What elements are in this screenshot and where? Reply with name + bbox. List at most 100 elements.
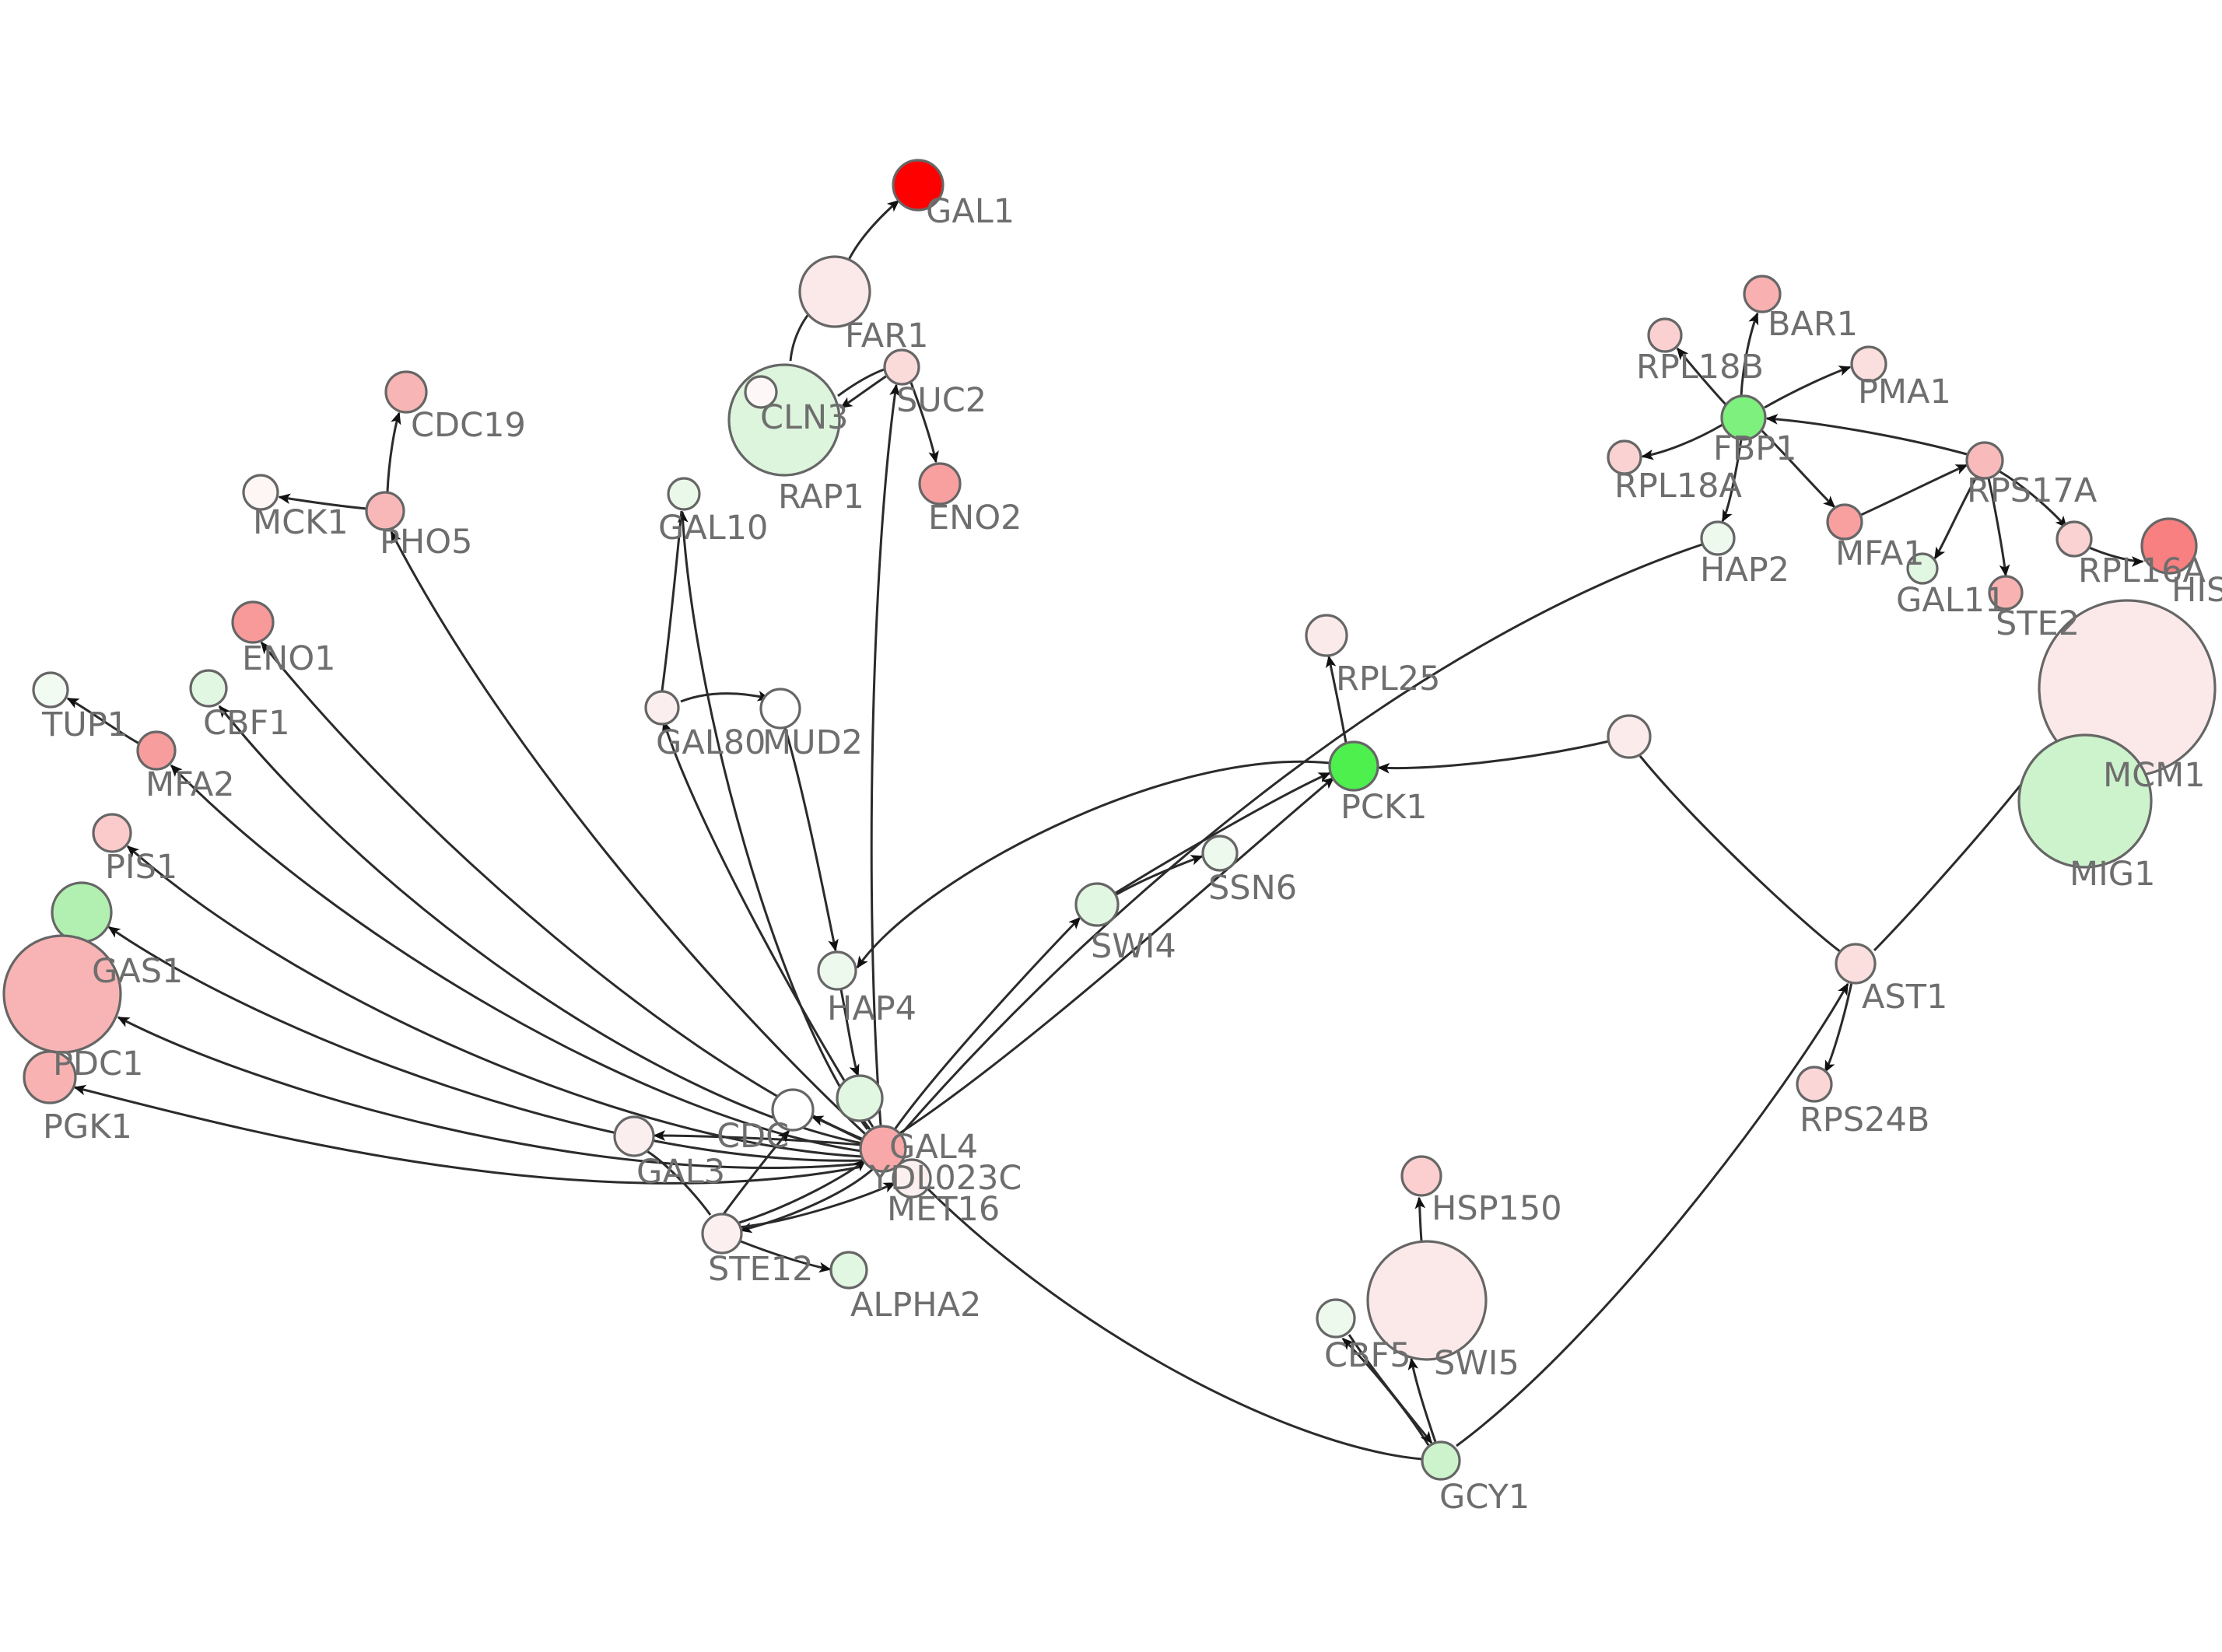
edge-mfa2-to-tup1 xyxy=(66,697,140,745)
gene-node-ssn6[interactable] xyxy=(1201,835,1239,872)
gene-node-bar1[interactable] xyxy=(1743,275,1782,313)
gene-node-mfa2[interactable] xyxy=(136,730,177,771)
gene-label-rpl18b: RPL18B xyxy=(1636,348,1764,387)
edge-hap2-to-gal4 xyxy=(901,543,1703,1133)
gene-label-cdc19: CDC19 xyxy=(411,406,526,445)
edge-fbp1-to-mfa1 xyxy=(1759,428,1836,509)
gene-label-gal3: GAL3 xyxy=(636,1153,725,1192)
gene-label-met16: MET16 xyxy=(887,1190,1000,1229)
edge-suc2-to-eno2 xyxy=(909,382,939,464)
gene-node-fbp1[interactable] xyxy=(1720,394,1767,441)
edge-gal80-to-mud2 xyxy=(680,691,770,703)
gene-node-node_unl1[interactable] xyxy=(1607,714,1652,759)
gene-node-swi4[interactable] xyxy=(1074,882,1120,927)
gene-node-ste2[interactable] xyxy=(1988,575,2024,611)
gene-node-gal80[interactable] xyxy=(644,690,680,726)
gene-node-cbf5[interactable] xyxy=(1316,1298,1356,1339)
edges-layer xyxy=(66,199,2144,1461)
gene-label-far1: FAR1 xyxy=(845,317,928,355)
edge-rps17a-to-rpl16a xyxy=(1999,470,2068,529)
nodes-layer[interactable] xyxy=(2,159,2217,1481)
gene-node-far1[interactable] xyxy=(798,255,871,328)
gene-node-rpl18b[interactable] xyxy=(1647,317,1683,353)
gene-node-cbf1[interactable] xyxy=(189,669,228,708)
gene-label-cbf5: CBF5 xyxy=(1324,1336,1411,1375)
gene-node-ast1[interactable] xyxy=(1835,943,1877,985)
edge-ste12-to-ydl023c xyxy=(738,1181,896,1229)
gene-node-gal3[interactable] xyxy=(613,1115,655,1157)
gene-node-his4[interactable] xyxy=(2140,517,2198,575)
gene-node-tup1[interactable] xyxy=(32,671,69,709)
gene-label-pgk1: PGK1 xyxy=(43,1108,132,1146)
edge-gal4-to-pgk1 xyxy=(73,1084,863,1185)
gene-node-gal1[interactable] xyxy=(892,159,945,212)
gene-node-swi5[interactable] xyxy=(1366,1240,1488,1361)
edge-node_unl1-to-pck1 xyxy=(1377,740,1610,774)
gene-label-cbf1: CBF1 xyxy=(203,704,290,743)
gene-node-rap1[interactable] xyxy=(744,375,778,409)
gene-node-eno1[interactable] xyxy=(231,600,275,644)
gene-node-mfa1[interactable] xyxy=(1826,503,1863,541)
edge-gal4-to-gcy1 xyxy=(897,1157,1423,1461)
gene-node-cdc39[interactable] xyxy=(771,1088,815,1132)
gene-label-cdc39: CDC xyxy=(717,1117,789,1156)
gene-node-pho5[interactable] xyxy=(365,491,405,531)
edge-gal4-to-suc2 xyxy=(870,383,900,1126)
edge-pck1-to-hap4 xyxy=(856,760,1330,969)
gene-node-gas1[interactable] xyxy=(51,881,113,943)
gene-node-ste12[interactable] xyxy=(701,1213,743,1255)
edge-rps17a-to-ste2 xyxy=(1987,478,2010,577)
gene-label-pho5: PHO5 xyxy=(380,523,472,562)
gene-node-mud2[interactable] xyxy=(759,688,801,730)
gene-node-gal11[interactable] xyxy=(1906,552,1939,585)
edge-fbp1-to-rpl18b xyxy=(1676,347,1727,406)
gene-node-mck1[interactable] xyxy=(242,474,279,511)
edge-gal4-to-pis1 xyxy=(126,845,863,1158)
gene-node-cdc19[interactable] xyxy=(384,370,428,414)
gene-node-gal4[interactable] xyxy=(859,1125,907,1173)
gene-label-ydl023c: YDL023C xyxy=(869,1159,1022,1198)
gene-label-bar1: BAR1 xyxy=(1768,305,1858,344)
edge-gal4-to-gal80 xyxy=(661,720,874,1128)
gene-node-pdc1[interactable] xyxy=(2,934,122,1054)
gene-node-hap4[interactable] xyxy=(817,950,857,991)
gene-node-rps24b[interactable] xyxy=(1796,1066,1833,1103)
gene-node-pck1[interactable] xyxy=(1328,740,1379,792)
gene-node-ydl023c[interactable] xyxy=(892,1158,932,1199)
gene-node-hap2[interactable] xyxy=(1700,520,1736,556)
gene-node-pgk1[interactable] xyxy=(23,1050,77,1104)
gene-node-rps17a[interactable] xyxy=(1965,441,2004,480)
gene-node-eno2[interactable] xyxy=(918,462,962,506)
gene-label-gal11: GAL11 xyxy=(1896,581,2006,620)
gene-node-pis1[interactable] xyxy=(92,813,132,853)
gene-label-mig1: MIG1 xyxy=(2070,855,2155,894)
edge-pho5-to-mck1 xyxy=(278,493,367,510)
gene-label-gal4: GAL4 xyxy=(889,1128,978,1167)
gene-label-mfa2: MFA2 xyxy=(145,765,235,804)
gene-node-node_grn[interactable] xyxy=(836,1074,884,1122)
gene-label-mud2: MUD2 xyxy=(762,723,863,762)
edge-gal80-to-gal10 xyxy=(661,510,683,691)
edge-fbp1-to-pma1 xyxy=(1764,366,1852,409)
edge-pck1-to-rpl25 xyxy=(1325,655,1348,744)
edge-gal4-to-gal3 xyxy=(653,1130,862,1146)
gene-label-eno2: ENO2 xyxy=(928,499,1022,537)
gene-node-rpl25[interactable] xyxy=(1305,614,1348,657)
edge-fbp1-to-bar1 xyxy=(1740,312,1759,397)
gene-label-pdc1: PDC1 xyxy=(53,1045,143,1083)
gene-node-rpl16a[interactable] xyxy=(2056,520,2093,558)
edge-mfa1-to-rps17a xyxy=(1860,464,1968,516)
edge-ast1-to-rps24b xyxy=(1824,982,1853,1073)
gene-label-gal1: GAL1 xyxy=(926,192,1015,231)
gene-node-gal10[interactable] xyxy=(667,477,701,511)
gene-node-suc2[interactable] xyxy=(883,348,920,386)
gene-node-alpha2[interactable] xyxy=(829,1251,868,1290)
gene-node-gcy1[interactable] xyxy=(1421,1440,1461,1481)
gene-node-mig1[interactable] xyxy=(2017,733,2153,869)
edge-ste12-to-alpha2 xyxy=(740,1240,832,1273)
edge-mud2-to-hap4 xyxy=(780,716,839,952)
gene-node-rpl18a[interactable] xyxy=(1607,439,1642,475)
gene-node-hsp150[interactable] xyxy=(1400,1155,1442,1197)
gene-node-pma1[interactable] xyxy=(1850,345,1887,383)
